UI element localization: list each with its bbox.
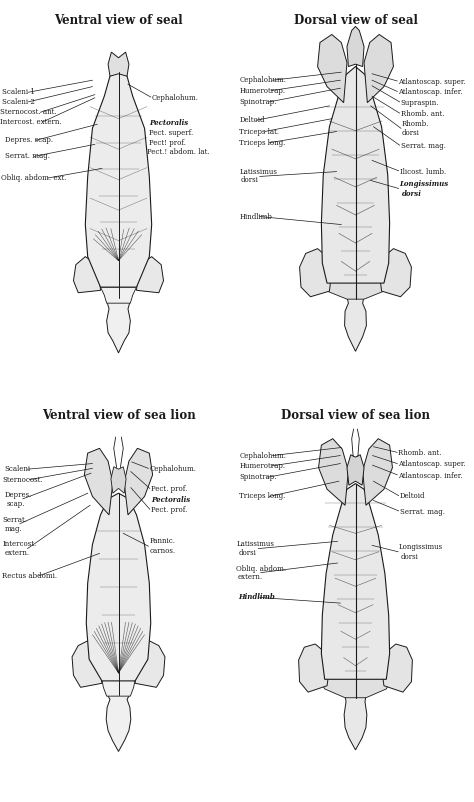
Text: Serrat. mag.: Serrat. mag. [5, 152, 50, 160]
Polygon shape [84, 448, 113, 515]
Text: Pectoralis: Pectoralis [151, 496, 190, 504]
Polygon shape [364, 34, 393, 103]
Text: Scaleni 1: Scaleni 1 [2, 88, 35, 96]
Polygon shape [73, 257, 100, 293]
Text: Supraspin.: Supraspin. [401, 99, 439, 107]
Polygon shape [321, 484, 390, 679]
Text: Intercost. extern.: Intercost. extern. [0, 118, 62, 126]
Text: Hindlimb: Hindlimb [238, 593, 275, 602]
Polygon shape [85, 68, 152, 287]
Text: dorsi: dorsi [401, 190, 421, 198]
Text: Pect! prof.: Pect! prof. [149, 139, 186, 147]
Text: Depres. scap.: Depres. scap. [5, 136, 53, 144]
Text: Rhomb. ant.: Rhomb. ant. [401, 110, 444, 118]
Text: Serrat. mag.: Serrat. mag. [400, 508, 445, 516]
Text: Pannic.: Pannic. [149, 537, 175, 545]
Text: Atlantoscap. super.: Atlantoscap. super. [398, 460, 466, 468]
Text: Serrat.: Serrat. [2, 516, 27, 524]
Text: Ventral view of seal: Ventral view of seal [54, 14, 183, 27]
Text: extern.: extern. [5, 549, 30, 557]
Text: Sternocost.: Sternocost. [2, 476, 43, 484]
Text: Depres.: Depres. [5, 491, 32, 499]
Text: Latissimus: Latissimus [239, 168, 277, 176]
Text: Humerotrap.: Humerotrap. [239, 87, 285, 95]
Text: Scaleni 2: Scaleni 2 [2, 98, 35, 106]
Polygon shape [320, 279, 391, 299]
Text: Pect. prof.: Pect. prof. [151, 485, 187, 493]
Text: Atlantoscap. infer.: Atlantoscap. infer. [398, 88, 463, 96]
Polygon shape [318, 676, 393, 698]
Polygon shape [345, 297, 366, 351]
Text: Deltoid: Deltoid [400, 492, 425, 500]
Polygon shape [135, 641, 165, 687]
Text: Longissimus: Longissimus [399, 543, 443, 551]
Polygon shape [347, 26, 364, 67]
Text: Dorsal view of sea lion: Dorsal view of sea lion [281, 409, 430, 422]
Text: Intercost.: Intercost. [2, 540, 36, 548]
Polygon shape [86, 493, 151, 681]
Text: Obliq. abdom.: Obliq. abdom. [236, 565, 286, 573]
Polygon shape [100, 287, 137, 303]
Polygon shape [300, 249, 332, 297]
Text: Humerotrap.: Humerotrap. [239, 462, 285, 470]
Text: Cephalohum.: Cephalohum. [149, 465, 196, 473]
Text: scap.: scap. [7, 500, 26, 508]
Polygon shape [382, 644, 412, 692]
Text: dorsi: dorsi [239, 549, 257, 557]
Polygon shape [299, 644, 329, 692]
Text: extern.: extern. [238, 573, 263, 581]
Text: Triceps long.: Triceps long. [239, 492, 286, 500]
Text: Cephalohum.: Cephalohum. [239, 452, 286, 460]
Text: Pect. superf.: Pect. superf. [149, 129, 193, 137]
Text: Atlantoscap. super.: Atlantoscap. super. [398, 78, 466, 86]
Text: Triceps lat.: Triceps lat. [239, 128, 280, 136]
Polygon shape [363, 439, 392, 505]
Text: Pectoralis: Pectoralis [149, 119, 189, 127]
Text: mag.: mag. [5, 525, 22, 533]
Text: Pect.! abdom. lat.: Pect.! abdom. lat. [147, 148, 210, 156]
Text: Spinotrap.: Spinotrap. [239, 473, 277, 481]
Polygon shape [111, 467, 126, 493]
Text: Sternocost. ant.: Sternocost. ant. [0, 108, 56, 116]
Polygon shape [379, 249, 411, 297]
Text: Hindlimb: Hindlimb [239, 213, 272, 221]
Text: Pect. prof.: Pect. prof. [151, 506, 187, 514]
Text: Ilicost. lumb.: Ilicost. lumb. [400, 168, 446, 176]
Text: Scaleni: Scaleni [5, 465, 31, 473]
Polygon shape [137, 257, 164, 293]
Text: Longissimus: Longissimus [400, 180, 449, 188]
Text: Atlantoscap. infer.: Atlantoscap. infer. [398, 472, 463, 480]
Polygon shape [72, 641, 102, 687]
Polygon shape [321, 67, 390, 283]
Polygon shape [318, 34, 347, 103]
Text: dorsi: dorsi [402, 129, 420, 137]
Polygon shape [107, 301, 130, 353]
Text: Rhomb.: Rhomb. [402, 120, 429, 128]
Text: Rectus abdomi.: Rectus abdomi. [2, 572, 57, 580]
Text: Obliq. abdom. ext.: Obliq. abdom. ext. [1, 174, 66, 182]
Text: dorsi: dorsi [401, 553, 419, 561]
Text: Spinotrap.: Spinotrap. [239, 98, 277, 106]
Text: carnos.: carnos. [149, 547, 175, 555]
Polygon shape [344, 695, 367, 750]
Text: Cephalohum.: Cephalohum. [152, 94, 199, 102]
Text: Triceps long.: Triceps long. [239, 139, 286, 147]
Text: Dorsal view of seal: Dorsal view of seal [293, 14, 418, 27]
Text: Cephalohum.: Cephalohum. [239, 76, 286, 84]
Polygon shape [106, 694, 131, 751]
Text: Serrat. mag.: Serrat. mag. [401, 142, 446, 150]
Text: dorsi: dorsi [241, 176, 259, 184]
Text: Latissimus: Latissimus [237, 540, 275, 548]
Polygon shape [347, 455, 364, 485]
Text: Deltoid: Deltoid [239, 116, 265, 124]
Polygon shape [108, 52, 129, 76]
Polygon shape [124, 448, 153, 515]
Polygon shape [102, 679, 135, 696]
Text: Rhomb. ant.: Rhomb. ant. [398, 449, 442, 457]
Text: Ventral view of sea lion: Ventral view of sea lion [42, 409, 195, 422]
Polygon shape [319, 439, 348, 505]
